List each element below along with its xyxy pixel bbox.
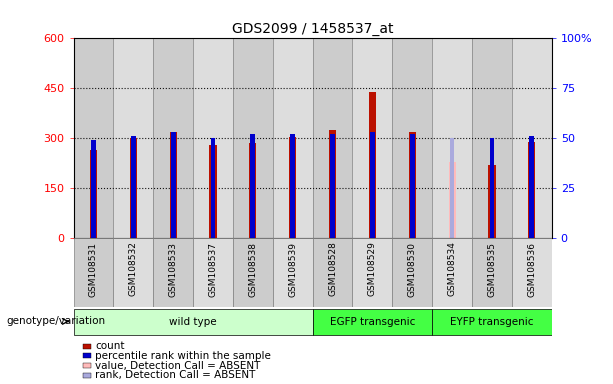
- Bar: [512, 238, 552, 307]
- Bar: [472, 238, 512, 307]
- Bar: [392, 238, 432, 307]
- Bar: [273, 38, 313, 238]
- Bar: [291, 134, 295, 238]
- Bar: [490, 138, 494, 238]
- Text: GSM108531: GSM108531: [89, 242, 98, 296]
- Text: EGFP transgenic: EGFP transgenic: [330, 316, 415, 327]
- Title: GDS2099 / 1458537_at: GDS2099 / 1458537_at: [232, 22, 394, 36]
- Bar: [392, 38, 432, 238]
- Text: GSM108538: GSM108538: [248, 242, 257, 296]
- Bar: [528, 142, 535, 238]
- Text: GSM108537: GSM108537: [208, 242, 218, 296]
- Bar: [432, 38, 472, 238]
- Bar: [249, 143, 256, 238]
- Text: count: count: [95, 341, 124, 351]
- Bar: [153, 238, 193, 307]
- Bar: [273, 238, 313, 307]
- Text: GSM108535: GSM108535: [487, 242, 497, 296]
- Bar: [410, 134, 414, 238]
- Text: genotype/variation: genotype/variation: [6, 316, 105, 326]
- Text: GSM108528: GSM108528: [328, 242, 337, 296]
- Text: GSM108530: GSM108530: [408, 242, 417, 296]
- Bar: [233, 38, 273, 238]
- Bar: [432, 238, 472, 307]
- Text: wild type: wild type: [169, 316, 217, 327]
- Bar: [449, 162, 455, 238]
- Bar: [313, 309, 432, 334]
- Bar: [289, 137, 296, 238]
- Text: GSM108539: GSM108539: [288, 242, 297, 296]
- Bar: [74, 309, 313, 334]
- Text: value, Detection Call = ABSENT: value, Detection Call = ABSENT: [95, 361, 261, 371]
- Bar: [74, 238, 113, 307]
- Bar: [74, 38, 113, 238]
- Bar: [233, 238, 273, 307]
- Bar: [330, 134, 335, 238]
- Text: rank, Detection Call = ABSENT: rank, Detection Call = ABSENT: [95, 370, 256, 380]
- Bar: [313, 38, 352, 238]
- Bar: [432, 309, 552, 334]
- Text: GSM108536: GSM108536: [527, 242, 536, 296]
- Text: GSM108532: GSM108532: [129, 242, 138, 296]
- Bar: [193, 238, 233, 307]
- Bar: [170, 132, 177, 238]
- Text: GSM108534: GSM108534: [447, 242, 457, 296]
- Bar: [329, 130, 336, 238]
- Text: percentile rank within the sample: percentile rank within the sample: [95, 351, 271, 361]
- Bar: [369, 92, 376, 238]
- Text: EYFP transgenic: EYFP transgenic: [450, 316, 534, 327]
- Bar: [313, 238, 352, 307]
- Bar: [251, 134, 255, 238]
- Bar: [472, 38, 512, 238]
- Bar: [131, 136, 135, 238]
- Bar: [489, 165, 495, 238]
- Bar: [530, 136, 534, 238]
- Bar: [370, 132, 375, 238]
- Bar: [193, 38, 233, 238]
- Bar: [211, 138, 215, 238]
- Bar: [352, 238, 392, 307]
- Bar: [512, 38, 552, 238]
- Bar: [113, 238, 153, 307]
- Bar: [91, 140, 96, 238]
- Bar: [450, 138, 454, 238]
- Bar: [90, 150, 97, 238]
- Text: GSM108533: GSM108533: [169, 242, 178, 296]
- Bar: [352, 38, 392, 238]
- Bar: [171, 132, 175, 238]
- Text: GSM108529: GSM108529: [368, 242, 377, 296]
- Bar: [153, 38, 193, 238]
- Bar: [130, 138, 137, 238]
- Bar: [409, 132, 416, 238]
- Bar: [210, 145, 216, 238]
- Bar: [113, 38, 153, 238]
